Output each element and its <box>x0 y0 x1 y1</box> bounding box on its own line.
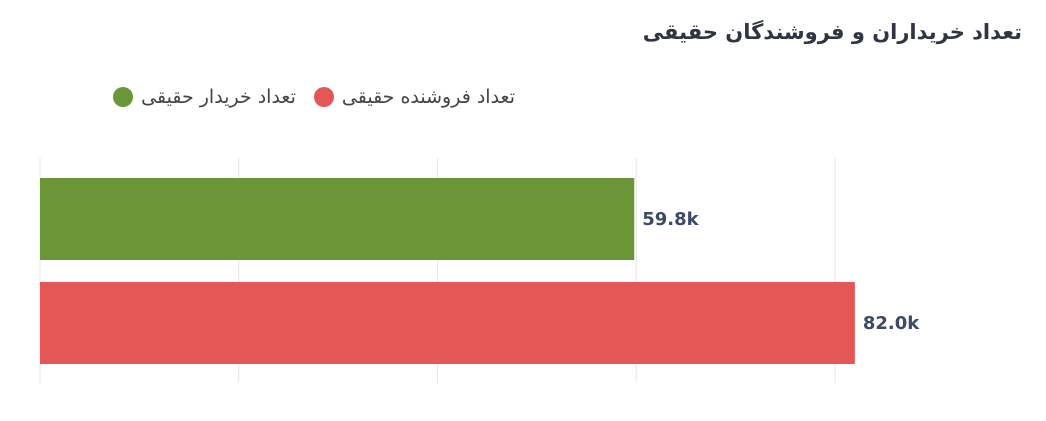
legend-item[interactable]: تعداد خریدار حقیقی <box>113 86 296 108</box>
bar <box>40 282 855 364</box>
legend-label: تعداد خریدار حقیقی <box>141 86 296 108</box>
legend-swatch <box>113 87 134 107</box>
value-label: 82.0k <box>863 313 920 334</box>
value-label: 59.8k <box>642 209 699 230</box>
bar <box>40 178 635 260</box>
legend-label: تعداد فروشنده حقیقی <box>341 86 515 108</box>
legend: تعداد فروشنده حقیقی تعداد خریدار حقیقی <box>113 86 515 108</box>
legend-swatch <box>313 87 334 107</box>
chart-title: تعداد خریداران و فروشندگان حقیقی <box>642 20 1022 44</box>
legend-item[interactable]: تعداد فروشنده حقیقی <box>313 86 515 108</box>
